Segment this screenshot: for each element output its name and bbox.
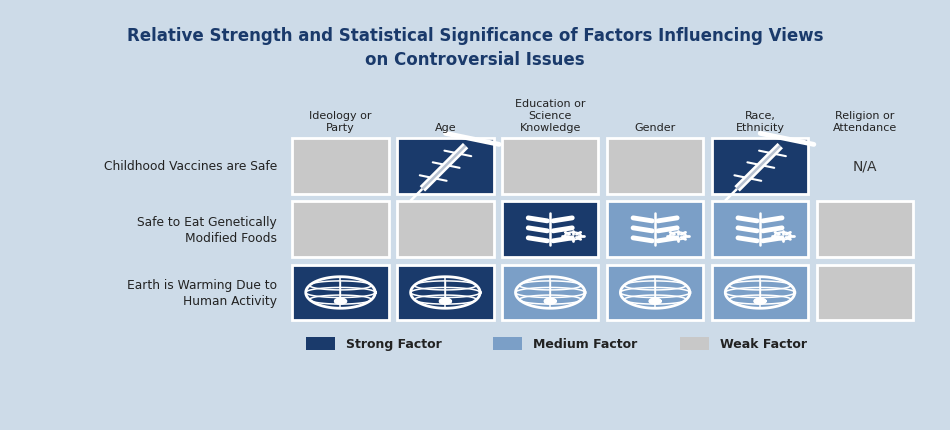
- Polygon shape: [334, 299, 346, 304]
- Text: Childhood Vaccines are Safe: Childhood Vaccines are Safe: [104, 160, 277, 173]
- Text: Ideology or
Party: Ideology or Party: [310, 111, 371, 132]
- FancyBboxPatch shape: [817, 202, 913, 258]
- FancyBboxPatch shape: [397, 265, 494, 321]
- FancyBboxPatch shape: [607, 138, 703, 194]
- FancyBboxPatch shape: [712, 202, 808, 258]
- FancyBboxPatch shape: [397, 138, 494, 194]
- Text: Gender: Gender: [635, 123, 675, 132]
- FancyBboxPatch shape: [712, 265, 808, 321]
- FancyBboxPatch shape: [817, 265, 913, 321]
- FancyBboxPatch shape: [293, 202, 389, 258]
- Text: Race,
Ethnicity: Race, Ethnicity: [735, 111, 785, 132]
- Polygon shape: [440, 299, 451, 304]
- FancyBboxPatch shape: [502, 138, 598, 194]
- Text: Age: Age: [434, 123, 456, 132]
- FancyBboxPatch shape: [293, 138, 389, 194]
- FancyBboxPatch shape: [502, 202, 598, 258]
- Text: Strong Factor: Strong Factor: [347, 337, 442, 350]
- FancyBboxPatch shape: [493, 337, 522, 350]
- Text: Religion or
Attendance: Religion or Attendance: [833, 111, 897, 132]
- FancyBboxPatch shape: [502, 265, 598, 321]
- Text: Education or
Science
Knowledge: Education or Science Knowledge: [515, 98, 585, 132]
- Polygon shape: [650, 299, 661, 304]
- FancyBboxPatch shape: [397, 202, 494, 258]
- FancyBboxPatch shape: [712, 138, 808, 194]
- FancyBboxPatch shape: [293, 265, 389, 321]
- Text: Weak Factor: Weak Factor: [720, 337, 808, 350]
- Polygon shape: [754, 299, 766, 304]
- FancyBboxPatch shape: [607, 202, 703, 258]
- FancyBboxPatch shape: [680, 337, 710, 350]
- Text: Medium Factor: Medium Factor: [533, 337, 637, 350]
- Polygon shape: [544, 299, 556, 304]
- Text: Relative Strength and Statistical Significance of Factors Influencing Views
on C: Relative Strength and Statistical Signif…: [126, 27, 824, 69]
- FancyBboxPatch shape: [607, 265, 703, 321]
- Text: N/A: N/A: [853, 160, 877, 173]
- FancyBboxPatch shape: [306, 337, 335, 350]
- Text: Safe to Eat Genetically
Modified Foods: Safe to Eat Genetically Modified Foods: [138, 215, 277, 244]
- Text: Earth is Warming Due to
Human Activity: Earth is Warming Due to Human Activity: [127, 278, 277, 307]
